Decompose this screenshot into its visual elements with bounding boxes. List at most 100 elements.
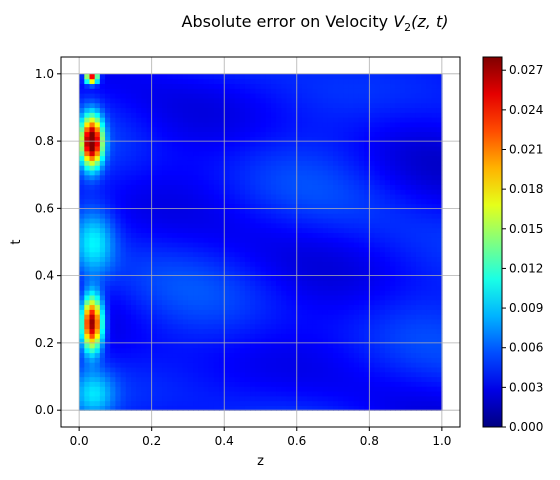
heatmap-cell [120, 381, 127, 387]
heatmap-cell [172, 357, 179, 363]
heatmap-cell [286, 400, 293, 406]
heatmap-cell [146, 145, 153, 152]
heatmap-cell [177, 342, 184, 349]
heatmap-cell [110, 155, 117, 161]
heatmap-cell [296, 376, 303, 382]
heatmap-cell [281, 366, 288, 373]
heatmap-cell [198, 88, 205, 94]
heatmap-cell [105, 362, 111, 368]
heatmap-cell [146, 390, 153, 397]
heatmap-cell [224, 261, 231, 267]
heatmap-cell [338, 347, 345, 354]
heatmap-cell [105, 165, 111, 171]
heatmap-cell [79, 160, 85, 166]
heatmap-cell [146, 107, 153, 113]
heatmap-cell [431, 155, 438, 161]
heatmap-cell [353, 102, 360, 109]
heatmap-cell [239, 381, 246, 387]
heatmap-cell [353, 323, 360, 330]
heatmap-cell [94, 246, 101, 253]
heatmap-cell [390, 121, 396, 128]
heatmap-cell [400, 145, 407, 152]
heatmap-cell [141, 102, 148, 109]
heatmap-cell [136, 270, 142, 277]
heatmap-cell [270, 352, 277, 358]
heatmap-cell [276, 328, 282, 334]
heatmap-cell [379, 246, 386, 253]
heatmap-cell [182, 323, 189, 330]
heatmap-cell [156, 174, 163, 181]
heatmap-cell [162, 78, 168, 85]
heatmap-cell [203, 357, 210, 363]
heatmap-cell [322, 328, 329, 334]
heatmap-cell [203, 198, 210, 205]
heatmap-cell [296, 338, 303, 344]
heatmap-cell [369, 246, 376, 253]
heatmap-cell [374, 189, 381, 195]
heatmap-cell [369, 285, 376, 291]
heatmap-cell [156, 179, 163, 185]
heatmap-cell [364, 270, 370, 277]
heatmap-cell [369, 117, 376, 123]
heatmap-cell [203, 169, 210, 176]
heatmap-cell [374, 222, 381, 229]
heatmap-cell [125, 285, 132, 291]
heatmap-cell [167, 88, 174, 94]
heatmap-cell [146, 73, 153, 80]
heatmap-cell [110, 371, 117, 378]
heatmap-cell [333, 333, 339, 339]
heatmap-cell [172, 102, 179, 109]
heatmap-cell [146, 141, 153, 147]
heatmap-cell [364, 227, 370, 233]
heatmap-cell [364, 318, 370, 325]
heatmap-cell [400, 280, 407, 286]
heatmap-cell [260, 390, 267, 397]
heatmap-cell [348, 213, 355, 219]
heatmap-cell [234, 222, 241, 229]
heatmap-cell [281, 222, 288, 229]
heatmap-cell [203, 78, 210, 85]
heatmap-cell [276, 390, 282, 397]
heatmap-cell [198, 333, 205, 339]
heatmap-cell [255, 179, 262, 185]
heatmap-cell [219, 342, 225, 349]
heatmap-cell [431, 246, 438, 253]
heatmap-cell [136, 357, 142, 363]
heatmap-cell [110, 366, 117, 373]
heatmap-cell [130, 97, 137, 104]
heatmap-cell [84, 318, 91, 325]
heatmap-cell [224, 232, 231, 238]
heatmap-cell [151, 126, 158, 133]
heatmap-cell [286, 362, 293, 368]
heatmap-cell [110, 237, 117, 243]
heatmap-cell [436, 251, 443, 258]
heatmap-cell [379, 285, 386, 291]
heatmap-cell [198, 78, 205, 85]
heatmap-cell [410, 251, 417, 258]
heatmap-cell [115, 112, 122, 118]
heatmap-cell [224, 347, 231, 354]
heatmap-cell [270, 381, 277, 387]
heatmap-cell [281, 376, 288, 382]
heatmap-cell [213, 342, 220, 349]
heatmap-cell [431, 141, 438, 147]
heatmap-cell [395, 145, 402, 152]
heatmap-cell [136, 232, 142, 238]
heatmap-cell [281, 169, 288, 176]
heatmap-cell [141, 251, 148, 258]
heatmap-cell [364, 222, 370, 229]
heatmap-cell [193, 242, 199, 248]
heatmap-cell [296, 150, 303, 157]
heatmap-cell [115, 208, 122, 214]
heatmap-cell [156, 78, 163, 85]
heatmap-cell [172, 309, 179, 315]
heatmap-cell [151, 213, 158, 219]
heatmap-cell [301, 395, 308, 402]
heatmap-cell [244, 208, 251, 214]
heatmap-cell [353, 266, 360, 272]
heatmap-cell [415, 169, 422, 176]
heatmap-cell [136, 275, 142, 282]
heatmap-cell [84, 131, 91, 137]
heatmap-cell [322, 232, 329, 238]
heatmap-cell [244, 179, 251, 185]
